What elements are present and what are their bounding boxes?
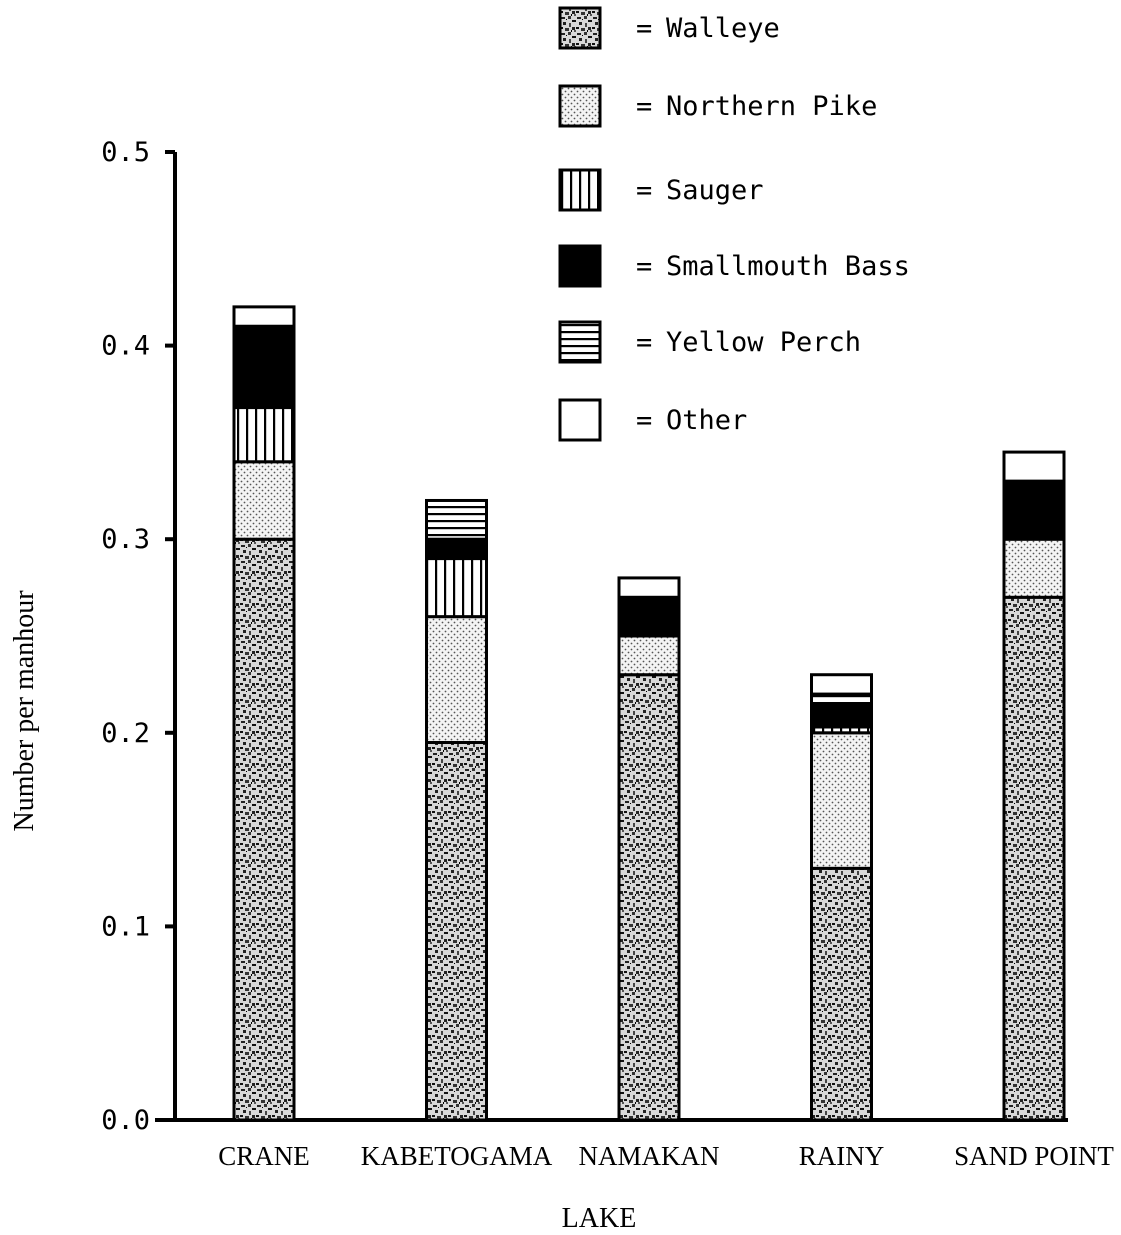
bar-segment	[232, 537, 296, 1122]
legend-label: Other	[666, 405, 747, 436]
legend-equals: =	[636, 13, 652, 44]
x-tick-label: KABETOGAMA	[361, 1141, 553, 1171]
bar-segment	[232, 460, 296, 541]
legend-swatch	[558, 398, 602, 442]
y-tick-label: 0.5	[101, 137, 150, 168]
legend-swatch	[558, 84, 602, 128]
bar-segment	[1002, 479, 1066, 541]
bar-segment	[1002, 450, 1066, 483]
bar-segment	[425, 740, 488, 1122]
legend-swatch	[558, 6, 602, 50]
legend-swatch	[558, 168, 602, 212]
legend: = Walleye = Northern Pike = Sauger = Smallmouth…	[558, 6, 910, 442]
bar-segment	[232, 305, 296, 328]
bar-segment	[810, 702, 873, 729]
y-tick-label: 0.3	[101, 524, 150, 555]
x-tick-label: NAMAKAN	[579, 1141, 720, 1171]
legend-equals: =	[636, 91, 652, 122]
y-axis-title: Number per manhour	[9, 590, 40, 832]
y-tick-label: 0.4	[101, 331, 150, 362]
legend-equals: =	[636, 405, 652, 436]
y-tick-label: 0.2	[101, 718, 150, 749]
bar-segment	[232, 406, 296, 464]
legend-equals: =	[636, 175, 652, 206]
legend-label: Northern Pike	[666, 91, 877, 122]
y-tick-label: 0.0	[101, 1105, 150, 1136]
bars	[232, 305, 1066, 1122]
bar-segment	[810, 731, 873, 870]
y-tick-label: 0.1	[101, 911, 150, 942]
legend-swatch	[558, 244, 602, 288]
bar-segment	[425, 537, 488, 561]
x-tick-label: SAND POINT	[954, 1141, 1114, 1171]
bar-segment	[425, 498, 488, 541]
legend-equals: =	[636, 251, 652, 282]
legend-label: Yellow Perch	[666, 327, 861, 358]
bar-segment	[617, 595, 681, 638]
bar-segment	[425, 615, 488, 744]
bar-segment	[617, 673, 681, 1122]
bar-segment	[1002, 595, 1066, 1122]
x-tick-label: CRANE	[218, 1141, 310, 1171]
x-axis-title: LAKE	[562, 1203, 637, 1234]
legend-swatch	[558, 320, 602, 364]
bar-segment	[810, 866, 873, 1122]
bar-segment	[617, 576, 681, 599]
bar-segment	[810, 673, 873, 696]
bar-segment	[232, 324, 296, 410]
bar-segment	[425, 557, 488, 619]
x-tick-labels: CRANE KABETOGAMA NAMAKAN RAINY SAND POINT	[218, 1141, 1114, 1171]
bar-segment	[1002, 537, 1066, 599]
legend-label: Sauger	[666, 175, 764, 206]
y-ticks: 0.0 0.1 0.2 0.3 0.4 0.5	[101, 137, 175, 1136]
legend-equals: =	[636, 327, 652, 358]
legend-label: Walleye	[666, 13, 780, 44]
legend-label: Smallmouth Bass	[666, 251, 910, 282]
axes	[155, 152, 1068, 1122]
bar-segment	[617, 634, 681, 677]
x-tick-label: RAINY	[799, 1141, 885, 1171]
